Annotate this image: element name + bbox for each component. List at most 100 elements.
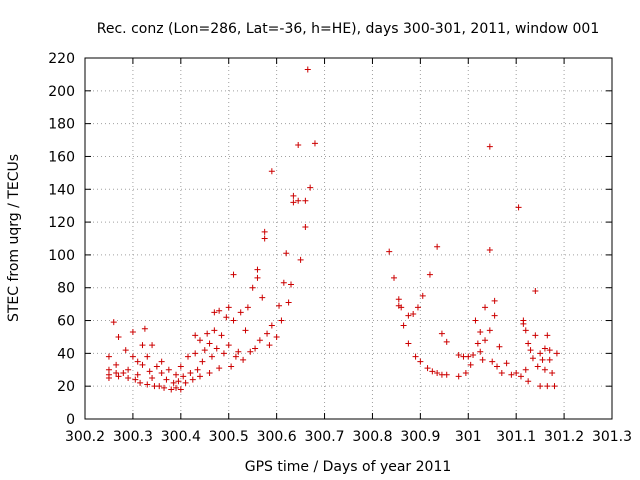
data-point bbox=[546, 347, 553, 354]
data-point bbox=[228, 363, 235, 370]
data-point bbox=[295, 197, 302, 204]
data-point bbox=[391, 274, 398, 281]
x-tick-label: 300.5 bbox=[209, 429, 249, 445]
data-point bbox=[443, 371, 450, 378]
data-point bbox=[223, 314, 230, 321]
data-point bbox=[211, 309, 218, 316]
data-point bbox=[400, 322, 407, 329]
x-tick-label: 300.8 bbox=[352, 429, 392, 445]
data-point bbox=[211, 327, 218, 334]
axis-ticks: 0 20 40 60 80 100 120 140 160 180 200 220 300.2 300.3… bbox=[48, 51, 632, 445]
data-point bbox=[192, 332, 199, 339]
data-point bbox=[486, 246, 493, 253]
data-point bbox=[541, 366, 548, 373]
data-point bbox=[503, 360, 510, 367]
data-point bbox=[189, 376, 196, 383]
data-point bbox=[187, 370, 194, 377]
data-point bbox=[414, 304, 421, 311]
data-point bbox=[175, 378, 182, 385]
y-tick-label: 60 bbox=[57, 314, 75, 330]
data-point bbox=[115, 333, 122, 340]
data-point bbox=[410, 310, 417, 317]
data-point bbox=[146, 368, 153, 375]
data-point bbox=[412, 353, 419, 360]
data-point bbox=[216, 365, 223, 372]
data-point bbox=[527, 347, 534, 354]
y-tick-label: 140 bbox=[48, 182, 75, 198]
data-point bbox=[522, 366, 529, 373]
data-point bbox=[225, 304, 232, 311]
x-axis-title: GPS time / Days of year 2011 bbox=[245, 459, 452, 475]
data-point bbox=[513, 370, 520, 377]
data-point bbox=[230, 317, 237, 324]
data-point bbox=[139, 342, 146, 349]
y-tick-label: 160 bbox=[48, 149, 75, 165]
data-point bbox=[525, 378, 532, 385]
data-point bbox=[134, 358, 141, 365]
data-point bbox=[218, 332, 225, 339]
data-point bbox=[455, 373, 462, 380]
data-point bbox=[278, 317, 285, 324]
data-point bbox=[129, 353, 136, 360]
data-point bbox=[206, 340, 213, 347]
data-point bbox=[201, 347, 208, 354]
data-point bbox=[161, 384, 168, 391]
data-point bbox=[465, 353, 472, 360]
data-point bbox=[491, 312, 498, 319]
y-tick-label: 20 bbox=[57, 379, 75, 395]
data-point bbox=[297, 256, 304, 263]
grid bbox=[85, 58, 612, 419]
data-point bbox=[163, 376, 170, 383]
data-point bbox=[525, 340, 532, 347]
data-point bbox=[462, 370, 469, 377]
data-point bbox=[386, 248, 393, 255]
x-tick-label: 300.7 bbox=[304, 429, 344, 445]
x-tick-label: 300.4 bbox=[161, 429, 201, 445]
data-point bbox=[144, 381, 151, 388]
data-point bbox=[266, 342, 273, 349]
data-point bbox=[173, 384, 180, 391]
data-point bbox=[551, 383, 558, 390]
data-point bbox=[120, 370, 127, 377]
plot-frame bbox=[84, 57, 613, 420]
data-point bbox=[494, 363, 501, 370]
data-point bbox=[182, 379, 189, 386]
data-point bbox=[541, 345, 548, 352]
data-point bbox=[472, 317, 479, 324]
data-point bbox=[482, 337, 489, 344]
data-point bbox=[158, 370, 165, 377]
data-point bbox=[230, 271, 237, 278]
data-point bbox=[302, 224, 309, 231]
data-point bbox=[158, 358, 165, 365]
data-point bbox=[105, 353, 112, 360]
y-tick-label: 200 bbox=[48, 84, 75, 100]
data-point bbox=[508, 371, 515, 378]
data-point bbox=[208, 353, 215, 360]
data-point bbox=[237, 309, 244, 316]
y-axis-title: STEC from uqrg / TECUs bbox=[6, 154, 22, 322]
data-point bbox=[522, 327, 529, 334]
data-point bbox=[419, 292, 426, 299]
data-point bbox=[259, 294, 266, 301]
data-point bbox=[125, 366, 132, 373]
data-point bbox=[165, 366, 172, 373]
x-tick-label: 300.9 bbox=[400, 429, 440, 445]
data-point bbox=[532, 332, 539, 339]
data-point bbox=[474, 340, 481, 347]
data-point bbox=[196, 373, 203, 380]
data-point bbox=[539, 356, 546, 363]
data-point bbox=[517, 373, 524, 380]
data-point bbox=[173, 371, 180, 378]
data-point bbox=[544, 332, 551, 339]
data-point bbox=[477, 348, 484, 355]
data-point bbox=[204, 330, 211, 337]
y-tick-label: 180 bbox=[48, 117, 75, 133]
x-tick-label: 301.2 bbox=[544, 429, 584, 445]
data-point bbox=[149, 342, 156, 349]
data-point bbox=[216, 307, 223, 314]
data-point bbox=[113, 361, 120, 368]
data-point bbox=[285, 299, 292, 306]
data-point bbox=[144, 353, 151, 360]
data-point bbox=[244, 304, 251, 311]
data-point bbox=[256, 337, 263, 344]
